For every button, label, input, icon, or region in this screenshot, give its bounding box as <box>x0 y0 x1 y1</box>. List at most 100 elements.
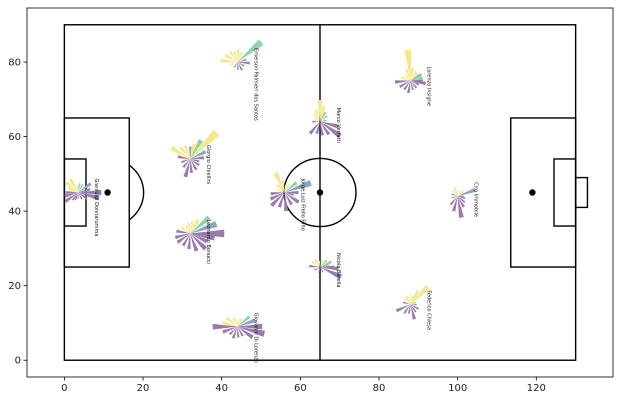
x-tick-label: 60 <box>294 383 307 394</box>
rose-petal <box>225 316 238 327</box>
rose-petal <box>453 187 458 197</box>
x-axis-ticks: 0 20 40 60 80 100 120 <box>61 377 546 394</box>
rose-petal <box>314 258 320 268</box>
rose-petal <box>273 171 285 193</box>
rose-petal <box>190 233 208 251</box>
rose-petal <box>190 143 196 159</box>
rose-petal <box>410 304 419 310</box>
rose-petal <box>457 190 465 197</box>
rose-petal <box>456 190 459 197</box>
rose-3 <box>220 39 264 71</box>
x-tick-label: 20 <box>137 383 150 394</box>
rose-petal <box>404 68 411 81</box>
rose-petal <box>188 146 192 159</box>
rose-petal <box>190 233 199 252</box>
rose-petal <box>410 80 420 86</box>
rose-petal <box>451 196 458 212</box>
rose-petal <box>451 196 458 199</box>
rose-petal <box>410 284 430 305</box>
rose-petal <box>320 259 324 268</box>
rose-petal <box>410 73 422 81</box>
rose-petal <box>64 192 79 198</box>
rose-8 <box>394 49 426 94</box>
player-label-2: Leonardo Bonucci <box>205 220 211 265</box>
rose-petal <box>212 323 238 330</box>
rose-petal <box>237 326 265 337</box>
player-labels: Gianluigi Donnarumma Giorgio Chiellini Leo… <box>93 48 479 363</box>
rose-10 <box>449 187 476 218</box>
rose-petal <box>78 183 84 193</box>
rose-petal <box>190 129 220 159</box>
rose-petal <box>78 189 102 196</box>
rose-petal <box>190 158 198 171</box>
rose-petal <box>78 192 83 200</box>
y-tick-label: 40 <box>8 207 21 218</box>
rose-petal <box>395 304 411 313</box>
rose-petal <box>320 106 326 122</box>
rose-petal <box>406 80 411 94</box>
rose-petal <box>190 158 200 167</box>
y-tick-label: 20 <box>8 281 21 292</box>
rose-petal <box>308 121 320 135</box>
rose-petal <box>176 229 191 234</box>
x-tick-label: 0 <box>61 383 67 394</box>
rose-petal <box>190 233 215 241</box>
rose-petal <box>309 264 320 268</box>
rose-petal <box>190 156 205 160</box>
rose-petal <box>318 260 321 268</box>
rose-petal <box>237 318 256 327</box>
rose-petal <box>318 267 320 274</box>
rose-petal <box>320 111 327 122</box>
rose-petal <box>410 76 423 81</box>
rose-0 <box>64 178 102 203</box>
rose-petal <box>320 259 328 268</box>
rose-petal <box>237 315 251 327</box>
rose-petal <box>233 62 238 68</box>
rose-petal <box>237 62 239 70</box>
rose-petal <box>408 296 411 305</box>
rose-petal <box>187 222 191 234</box>
rose-petal <box>224 53 238 63</box>
rose-petal <box>457 196 466 200</box>
rose-petal <box>457 196 466 203</box>
rose-petal <box>170 146 191 159</box>
player-label-10: Ciro Immobile <box>473 182 479 217</box>
rose-petal <box>237 62 243 71</box>
rose-petal <box>312 120 320 123</box>
player-label-7: Nicolò Barella <box>335 253 342 287</box>
rose-petal <box>190 150 207 159</box>
rose-petal <box>237 326 244 337</box>
rose-petal <box>394 80 411 84</box>
rose-petal <box>231 326 238 339</box>
rose-petal <box>222 321 238 327</box>
rose-petal <box>189 158 193 173</box>
x-tick-label: 80 <box>373 383 386 394</box>
rose-petal <box>277 192 285 208</box>
y-tick-label: 60 <box>8 132 21 143</box>
rose-petal <box>237 58 247 63</box>
rose-petal <box>314 117 320 122</box>
rose-petal <box>182 158 191 168</box>
rose-petal <box>237 318 243 327</box>
rose-petal <box>284 183 291 193</box>
rose-petal <box>276 184 285 193</box>
rose-petal <box>320 267 343 280</box>
rose-petal <box>284 180 312 193</box>
rose-petal <box>180 226 191 234</box>
rose-9 <box>395 284 430 320</box>
rose-petal <box>64 192 79 203</box>
rose-petal <box>320 121 331 136</box>
rose-6 <box>308 99 342 139</box>
y-tick-label: 80 <box>8 58 21 69</box>
rose-petal <box>320 266 339 271</box>
rose-petal <box>220 58 238 63</box>
rose-4 <box>212 315 265 340</box>
player-label-1: Giorgio Chiellini <box>205 145 211 184</box>
rose-petal <box>74 192 79 201</box>
rose-petal <box>71 192 79 201</box>
rose-petal <box>233 51 238 63</box>
rose-petal <box>320 267 324 273</box>
rose-petal <box>183 145 191 159</box>
rose-petal <box>403 304 411 314</box>
